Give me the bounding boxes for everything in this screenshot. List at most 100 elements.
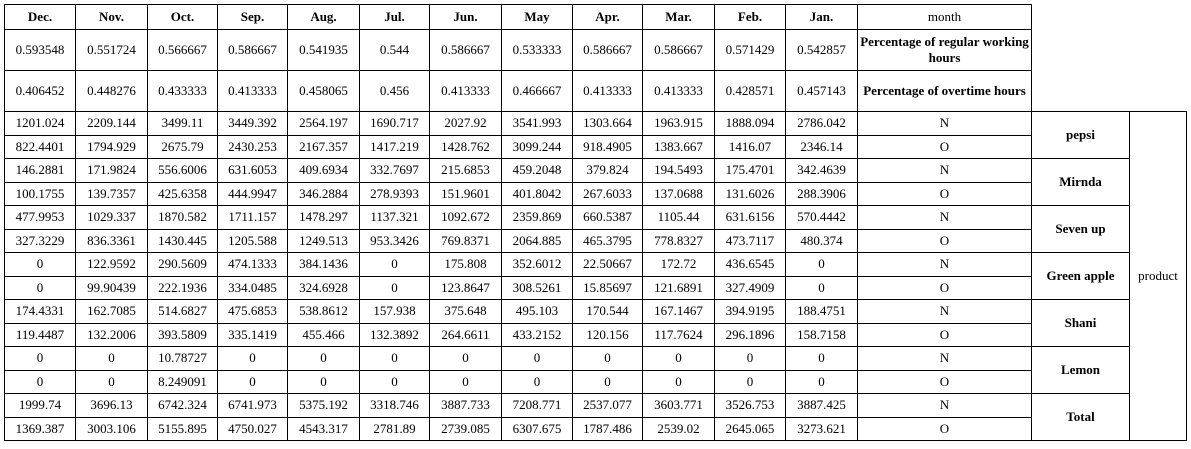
hours-type: N — [857, 205, 1032, 230]
hours-type: O — [857, 134, 1032, 159]
hours-type: N — [857, 299, 1032, 324]
hours-type: O — [857, 322, 1032, 347]
value-cell: 188.4751 — [785, 299, 858, 324]
product-name: Seven up — [1031, 205, 1130, 253]
value-cell: 1690.717 — [359, 111, 430, 136]
value-cell: 99.90439 — [75, 275, 148, 300]
value-cell: 384.1436 — [287, 252, 360, 277]
month-header: Dec. — [4, 4, 76, 30]
hours-type: N — [857, 346, 1032, 371]
value-cell: 0.413333 — [572, 70, 643, 112]
value-cell: 0 — [217, 346, 288, 371]
value-cell: 473.7117 — [714, 228, 786, 253]
value-cell: 335.1419 — [217, 322, 288, 347]
value-cell: 0.586667 — [642, 29, 715, 71]
value-cell: 0.406452 — [4, 70, 76, 112]
value-cell: 495.103 — [501, 299, 573, 324]
value-cell: 334.0485 — [217, 275, 288, 300]
hours-type: N — [857, 252, 1032, 277]
value-cell: 0.551724 — [75, 29, 148, 71]
value-cell: 0 — [4, 346, 76, 371]
value-cell: 0 — [287, 369, 360, 394]
value-cell: 264.6611 — [429, 322, 502, 347]
value-cell: 2346.14 — [785, 134, 858, 159]
month-header: Mar. — [642, 4, 715, 30]
value-cell: 0 — [714, 346, 786, 371]
value-cell: 1249.513 — [287, 228, 360, 253]
product-name: pepsi — [1031, 111, 1130, 159]
value-cell: 3887.425 — [785, 393, 858, 418]
hours-type: N — [857, 393, 1032, 418]
value-cell: 2645.065 — [714, 416, 786, 441]
value-cell: 0 — [359, 369, 430, 394]
value-cell: 2537.077 — [572, 393, 643, 418]
value-cell: 379.824 — [572, 158, 643, 183]
value-cell: 822.4401 — [4, 134, 76, 159]
value-cell: 1963.915 — [642, 111, 715, 136]
table-row: 0 122.9592 290.5609 474.1333 384.1436 0 175.80… — [4, 252, 1187, 300]
value-cell: 10.78727 — [147, 346, 218, 371]
value-cell: 3499.11 — [147, 111, 218, 136]
value-cell: 3449.392 — [217, 111, 288, 136]
table-row: 100.1755 139.7357 425.6358 444.9947 346.2884… — [4, 181, 1187, 206]
product-name: Total — [1031, 393, 1130, 441]
value-cell: 171.9824 — [75, 158, 148, 183]
value-cell: 1428.762 — [429, 134, 502, 159]
value-cell: 327.4909 — [714, 275, 786, 300]
product-name: Mirnda — [1031, 158, 1130, 206]
value-cell: 132.2006 — [75, 322, 148, 347]
value-cell: 836.3361 — [75, 228, 148, 253]
value-cell: 4543.317 — [287, 416, 360, 441]
value-cell: 352.6012 — [501, 252, 573, 277]
value-cell: 290.5609 — [147, 252, 218, 277]
value-cell: 0 — [4, 252, 76, 277]
product-name: Shani — [1031, 299, 1130, 347]
value-cell: 137.0688 — [642, 181, 715, 206]
value-cell: 433.2152 — [501, 322, 573, 347]
value-cell: 1478.297 — [287, 205, 360, 230]
value-cell: 0 — [359, 275, 430, 300]
month-header: May — [501, 4, 573, 30]
value-cell: 570.4442 — [785, 205, 858, 230]
value-cell: 117.7624 — [642, 322, 715, 347]
hours-type: O — [857, 275, 1032, 300]
blank-cell — [1032, 71, 1187, 112]
month-label: month — [857, 4, 1032, 30]
value-cell: 157.938 — [359, 299, 430, 324]
value-cell: 2209.144 — [75, 111, 148, 136]
value-cell: 0 — [4, 369, 76, 394]
value-cell: 267.6033 — [572, 181, 643, 206]
value-cell: 215.6853 — [429, 158, 502, 183]
value-cell: 170.544 — [572, 299, 643, 324]
value-cell: 1303.664 — [572, 111, 643, 136]
value-cell: 132.3892 — [359, 322, 430, 347]
value-cell: 3099.244 — [501, 134, 573, 159]
value-cell: 3273.621 — [785, 416, 858, 441]
value-cell: 6741.973 — [217, 393, 288, 418]
value-cell: 0.533333 — [501, 29, 573, 71]
value-cell: 131.6026 — [714, 181, 786, 206]
product-name: Lemon — [1031, 346, 1130, 394]
value-cell: 5375.192 — [287, 393, 360, 418]
value-cell: 1105.44 — [642, 205, 715, 230]
value-cell: 1416.07 — [714, 134, 786, 159]
value-cell: 1369.387 — [4, 416, 76, 441]
value-cell: 2359.869 — [501, 205, 573, 230]
value-cell: 0 — [75, 369, 148, 394]
value-cell: 2167.357 — [287, 134, 360, 159]
month-header: Aug. — [287, 4, 360, 30]
value-cell: 2786.042 — [785, 111, 858, 136]
month-header: Apr. — [572, 4, 643, 30]
value-cell: 0 — [642, 346, 715, 371]
value-cell: 3003.106 — [75, 416, 148, 441]
value-cell: 3696.13 — [75, 393, 148, 418]
value-cell: 121.6891 — [642, 275, 715, 300]
value-cell: 0.456 — [359, 70, 430, 112]
value-cell: 194.5493 — [642, 158, 715, 183]
value-cell: 146.2881 — [4, 158, 76, 183]
value-cell: 22.50667 — [572, 252, 643, 277]
value-cell: 1417.219 — [359, 134, 430, 159]
value-cell: 0.428571 — [714, 70, 786, 112]
value-cell: 631.6156 — [714, 205, 786, 230]
value-cell: 436.6545 — [714, 252, 786, 277]
